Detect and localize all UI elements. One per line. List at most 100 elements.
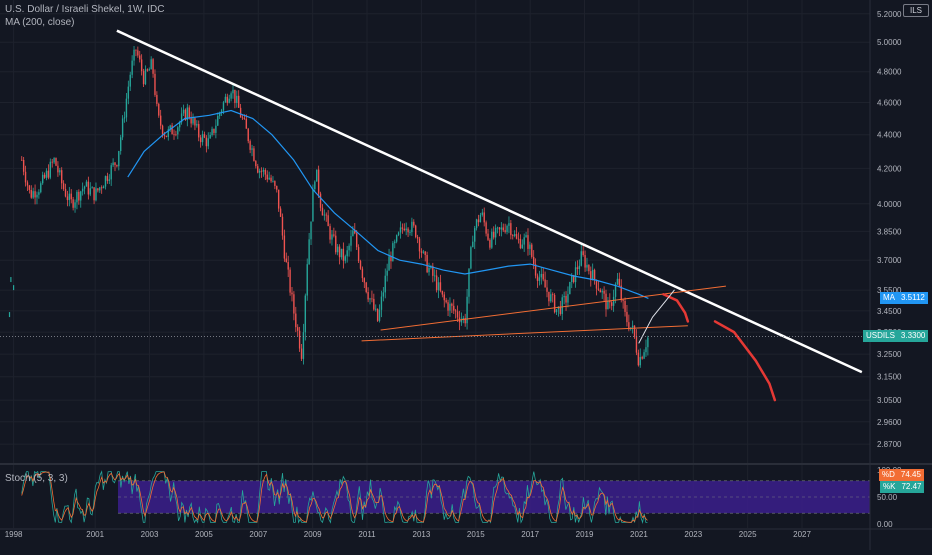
candle-body: [428, 267, 430, 273]
x-tick-label: 2023: [684, 530, 702, 539]
candle-body: [289, 269, 291, 293]
candle-body: [620, 285, 622, 301]
candle-body: [494, 228, 497, 238]
candle-body: [468, 268, 470, 297]
candle-body: [262, 169, 265, 172]
x-tick-label: 2015: [467, 530, 485, 539]
y-tick-label: 3.4500: [877, 307, 902, 316]
candle-body: [390, 256, 392, 262]
candle-body: [59, 170, 61, 173]
candle-body: [135, 49, 137, 51]
candle-body: [211, 128, 213, 136]
candle-body: [399, 227, 402, 233]
candle-body: [283, 235, 286, 259]
candle-body: [329, 226, 331, 240]
candle-body: [192, 118, 194, 124]
candle-body: [405, 228, 407, 231]
candle-body: [207, 138, 209, 147]
candle-body: [146, 69, 149, 71]
candle-body: [131, 60, 133, 75]
candle-body: [251, 148, 253, 150]
candle-body: [201, 134, 204, 143]
x-tick-label: 2019: [576, 530, 594, 539]
candle-body: [527, 235, 529, 249]
y-tick-label: 3.8500: [877, 227, 902, 236]
candle-body: [614, 284, 617, 297]
candle-body: [93, 187, 95, 201]
axis-value-tag: %D 74.45: [879, 469, 924, 481]
y-tick-label: 4.2000: [877, 164, 902, 173]
candle-body: [447, 302, 449, 311]
candle-body: [513, 234, 516, 236]
candle-body: [392, 243, 394, 262]
candle-body: [498, 227, 501, 230]
candle-body: [342, 248, 345, 261]
candle-body: [64, 188, 67, 197]
candle-body: [281, 216, 284, 236]
candle-body: [588, 264, 590, 272]
candle-body: [373, 298, 375, 310]
tag-name: MA: [880, 292, 898, 305]
y-tick-label: 5.2000: [877, 10, 902, 19]
candle-body: [21, 159, 23, 161]
candle-body: [395, 235, 398, 242]
candle-body: [140, 59, 143, 72]
candle-body: [194, 118, 196, 126]
candle-body: [158, 103, 160, 116]
candle-body: [411, 221, 413, 233]
stochastic-layer: [21, 470, 870, 524]
descending-trendline: [116, 29, 863, 374]
tag-name: %K: [880, 481, 899, 493]
candle-body: [139, 55, 141, 60]
candle-body: [376, 308, 379, 321]
candle-body: [188, 107, 190, 118]
candle-body: [74, 202, 76, 208]
y-tick-label: 4.8000: [877, 68, 902, 77]
candle-body: [297, 327, 299, 331]
y-tick-label: 3.0500: [877, 396, 902, 405]
symbol-legend[interactable]: U.S. Dollar / Israeli Shekel, 1W, IDC: [5, 4, 165, 15]
candle-body: [198, 124, 200, 138]
candle-body: [169, 125, 171, 130]
candle-body: [36, 194, 38, 198]
candle-body: [475, 219, 478, 229]
candle-body: [321, 207, 324, 216]
candle-body: [243, 118, 246, 119]
candle-body: [464, 317, 466, 324]
stoch-legend[interactable]: Stoch (5, 3, 3): [5, 473, 68, 484]
candle-body: [80, 191, 82, 201]
candle-body: [359, 261, 362, 269]
candle-body: [97, 188, 99, 191]
candle-body: [472, 241, 474, 248]
projection-arc: [662, 293, 690, 323]
candle-body: [24, 171, 27, 183]
candle-body: [473, 228, 476, 242]
candle-body: [142, 71, 145, 85]
candle-body: [624, 300, 626, 312]
candle-body: [123, 117, 126, 119]
candle-body: [38, 192, 40, 195]
candle-body: [565, 295, 567, 303]
stoch-tick-label: 50.00: [877, 493, 898, 502]
candle-body: [213, 128, 215, 133]
candle-body: [512, 235, 514, 237]
candle-body: [491, 231, 493, 248]
candle-body: [386, 270, 388, 276]
candle-body: [26, 182, 29, 186]
candle-body: [100, 187, 103, 189]
candle-body: [519, 238, 522, 249]
candle-body: [544, 279, 546, 288]
currency-badge[interactable]: ILS: [903, 4, 929, 17]
candle-body: [317, 169, 320, 194]
ma-legend[interactable]: MA (200, close): [5, 17, 75, 28]
candle-body: [582, 251, 584, 256]
axis-value-tag: MA 3.5112: [880, 292, 928, 305]
x-tick-label: 2013: [413, 530, 431, 539]
candle-body: [416, 236, 419, 239]
candle-body: [578, 265, 581, 270]
candle-body: [173, 134, 175, 136]
candle-body: [209, 135, 211, 139]
candle-body: [394, 241, 396, 244]
